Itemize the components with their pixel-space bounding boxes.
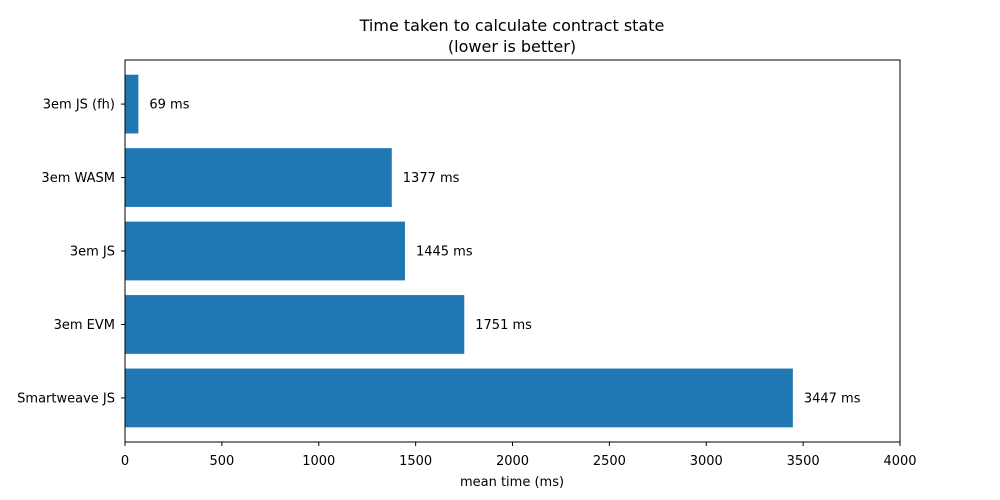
x-tick-label-4: 2000 — [496, 454, 529, 469]
bar-0 — [125, 74, 139, 134]
x-axis: 0 500 1000 1500 2000 2500 3000 3500 4000 — [121, 442, 917, 469]
plot-frame — [124, 59, 901, 443]
y-tick-label-2: 3em JS — [70, 245, 115, 260]
x-tick-label-7: 3500 — [787, 454, 820, 469]
y-tick-label-0: 3em JS (fh) — [43, 98, 115, 113]
y-tick-label-4: Smartweave JS — [17, 391, 115, 406]
bar-value-label-3: 1751 ms — [475, 318, 532, 333]
chart-subtitle: (lower is better) — [448, 37, 576, 56]
bar-4 — [125, 368, 793, 428]
chart-title: Time taken to calculate contract state — [359, 16, 665, 35]
bar-value-label-1: 1377 ms — [403, 171, 460, 186]
y-axis: 3em JS (fh) 3em WASM 3em JS 3em EVM Smartwea… — [17, 98, 125, 406]
bar-value-label-2: 1445 ms — [416, 245, 473, 260]
x-tick-label-6: 3000 — [690, 454, 723, 469]
x-tick-label-3: 1500 — [399, 454, 432, 469]
y-tick-label-3: 3em EVM — [54, 318, 115, 333]
bars-layer — [125, 74, 793, 428]
x-tick-label-1: 500 — [209, 454, 234, 469]
bar-value-label-0: 69 ms — [149, 98, 189, 113]
bar-1 — [125, 148, 392, 207]
x-tick-label-0: 0 — [121, 454, 129, 469]
x-tick-label-5: 2500 — [593, 454, 626, 469]
x-tick-label-8: 4000 — [883, 454, 916, 469]
x-tick-label-2: 1000 — [302, 454, 335, 469]
bar-2 — [125, 221, 405, 281]
bar-value-label-4: 3447 ms — [804, 391, 861, 406]
y-tick-label-1: 3em WASM — [41, 171, 115, 186]
bar-3 — [125, 295, 465, 354]
x-axis-label: mean time (ms) — [460, 475, 564, 490]
bar-value-labels: 69 ms 1377 ms 1445 ms 1751 ms 3447 ms — [149, 98, 860, 407]
